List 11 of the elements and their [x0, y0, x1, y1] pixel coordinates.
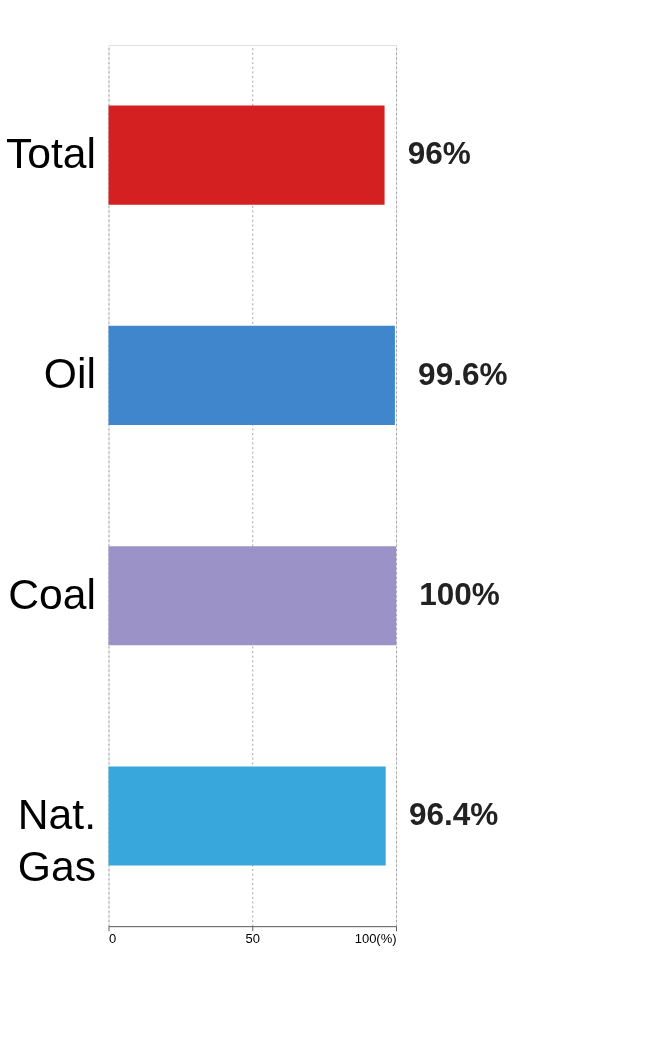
- data-label: 96.4%: [408, 796, 499, 833]
- y-tick-label: Coal: [8, 569, 96, 618]
- y-tick-label: Nat. Gas: [17, 790, 96, 890]
- data-label: 100%: [419, 576, 500, 612]
- data-label: 96%: [407, 135, 471, 172]
- y-tick-label: Total: [5, 129, 96, 178]
- x-tick-label: 100(%): [354, 931, 397, 947]
- y-tick-label: Oil: [43, 349, 96, 398]
- x-tick-label: 0: [108, 931, 117, 947]
- x-tick-label: 50: [245, 931, 260, 947]
- data-label: 99.6%: [418, 355, 508, 392]
